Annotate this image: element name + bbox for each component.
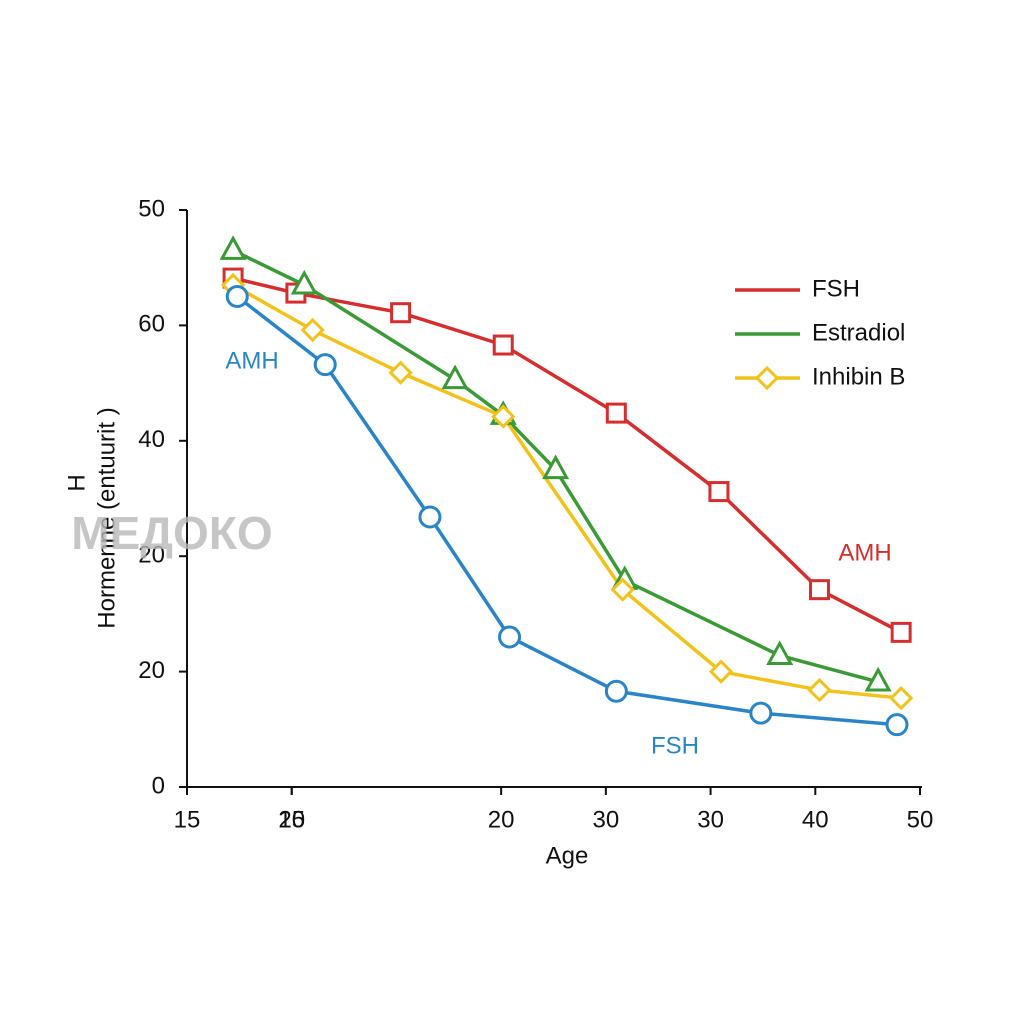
y-tick-label: 20 [138,657,165,684]
data-point [708,481,730,503]
data-point [290,269,318,295]
x-tick-label: 30 [593,806,620,833]
legend-label: Estradiol [812,319,905,346]
data-point [885,713,909,737]
data-point [542,454,570,480]
series-line [232,248,879,684]
x-tick-label: 50 [907,806,934,833]
data-point [441,364,469,390]
data-point [708,659,734,684]
data-point [491,404,516,429]
y-tick-label: 50 [138,195,165,222]
legend-label: FSH [812,275,860,302]
x-tick-label: 15 [174,806,201,833]
annotation: AMH [838,539,891,566]
data-point [766,640,794,665]
data-point [604,679,628,703]
y-tick-label: 20 [138,542,165,569]
series-line [232,283,902,700]
x-tick-label: 30 [697,806,724,833]
data-point [418,505,442,529]
data-point [605,402,627,424]
y-tick-label: 40 [138,426,165,453]
data-point [610,577,635,602]
data-point [225,285,249,309]
data-point [749,701,773,725]
y-tick-label: 0 [152,772,165,799]
data-point [807,677,832,703]
x-tick-label: 20 [488,806,515,833]
x-tick-label: 15 [278,806,305,833]
data-point [390,302,412,324]
legend-label: Inhibin B [812,363,905,390]
y-tick-label: 60 [138,311,165,338]
data-point [889,686,914,711]
x-tick-label: 40 [802,806,829,833]
series-line [232,276,902,634]
y-axis-label: H [63,474,90,491]
data-point [492,334,514,356]
data-point [890,621,912,643]
annotation: МЕДОКО [71,507,272,559]
data-point [498,625,522,649]
x-axis-label: Age [546,842,589,869]
annotation: FSH [651,732,699,759]
data-point [864,666,892,692]
x-tick-label: 20 [278,806,305,833]
legend-marker [754,365,780,391]
data-point [219,235,247,260]
data-point [300,317,325,343]
y-axis-label: Hormenne (entuurit ) [93,407,120,628]
data-point [808,579,830,601]
data-point [313,353,337,377]
data-point [388,360,413,385]
annotation: AMH [225,347,278,374]
